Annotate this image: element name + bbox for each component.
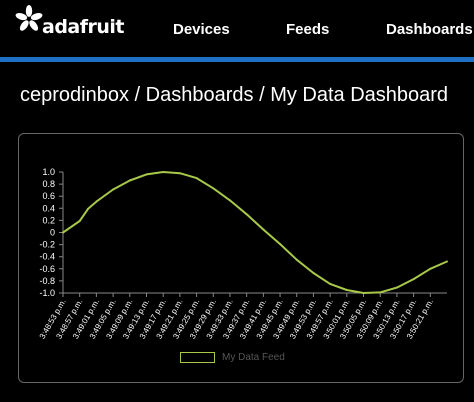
- data-point: [395, 286, 398, 289]
- data-point: [279, 242, 282, 245]
- top-navbar: adafruit Devices Feeds Dashboards: [0, 0, 474, 57]
- y-tick-label: -0.4: [39, 252, 55, 262]
- data-point: [262, 228, 265, 231]
- data-point: [446, 260, 448, 263]
- breadcrumb-dashboards[interactable]: Dashboards: [145, 84, 254, 106]
- y-tick-label: 0.8: [42, 179, 55, 189]
- data-point: [379, 291, 382, 294]
- data-point: [345, 288, 348, 291]
- data-point: [195, 177, 198, 180]
- data-point: [429, 267, 432, 270]
- chart-legend[interactable]: My Data Feed: [180, 352, 285, 366]
- y-tick-label: -0.8: [39, 276, 55, 286]
- legend-swatch: [180, 352, 215, 363]
- breadcrumb-separator: /: [134, 84, 141, 106]
- y-tick-label: 0.6: [42, 191, 55, 201]
- data-point: [78, 220, 81, 223]
- y-tick-label: 0: [50, 228, 55, 238]
- logo-wordmark: adafruit: [42, 16, 125, 38]
- data-point: [228, 199, 231, 202]
- data-point: [162, 171, 165, 173]
- y-tick-label: -0.2: [39, 240, 55, 250]
- data-point: [87, 207, 90, 210]
- y-tick-label: 1.0: [42, 167, 55, 177]
- data-point: [312, 272, 315, 275]
- data-point: [362, 292, 365, 294]
- breadcrumb-user[interactable]: ceprodinbox: [20, 84, 129, 106]
- y-tick-label: 0.2: [42, 215, 55, 225]
- line-chart: 1.00.80.60.40.20-0.2-0.4-0.6-0.8-1.03:48…: [38, 167, 448, 341]
- data-point: [62, 231, 64, 234]
- series-line-my-data-feed: [62, 171, 448, 294]
- flower-star-icon: [15, 5, 43, 31]
- breadcrumb-current-page: My Data Dashboard: [270, 84, 449, 106]
- data-point: [178, 172, 181, 175]
- nav-feeds[interactable]: Feeds: [286, 21, 330, 38]
- data-point: [412, 278, 415, 281]
- adafruit-logo[interactable]: adafruit: [14, 4, 134, 50]
- nav-devices[interactable]: Devices: [173, 21, 230, 38]
- y-tick-label: 0.4: [42, 203, 55, 213]
- data-point: [329, 282, 332, 285]
- navbar-accent-bar: [0, 57, 474, 62]
- line-chart-block[interactable]: 1.0 0.8 0.6 0.4 0.2 0 -0.2 -0.4 -0.6 -0.8 -1.0 3:48…: [18, 133, 464, 383]
- y-tick-label: -0.6: [39, 264, 55, 274]
- nav-dashboards[interactable]: Dashboards: [386, 21, 473, 38]
- data-point: [212, 187, 215, 190]
- y-tick-label: -1.0: [39, 288, 55, 298]
- data-point: [245, 213, 248, 216]
- breadcrumb: ceprodinbox / Dashboards / My Data Dashb…: [20, 84, 448, 107]
- legend-label: My Data Feed: [222, 352, 285, 364]
- data-point: [145, 173, 148, 176]
- data-point: [295, 258, 298, 261]
- breadcrumb-separator: /: [259, 84, 265, 106]
- data-point: [95, 200, 98, 203]
- data-point: [112, 188, 115, 191]
- data-point: [128, 179, 131, 182]
